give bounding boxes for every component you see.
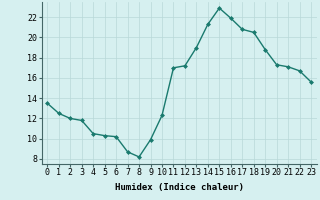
X-axis label: Humidex (Indice chaleur): Humidex (Indice chaleur) — [115, 183, 244, 192]
